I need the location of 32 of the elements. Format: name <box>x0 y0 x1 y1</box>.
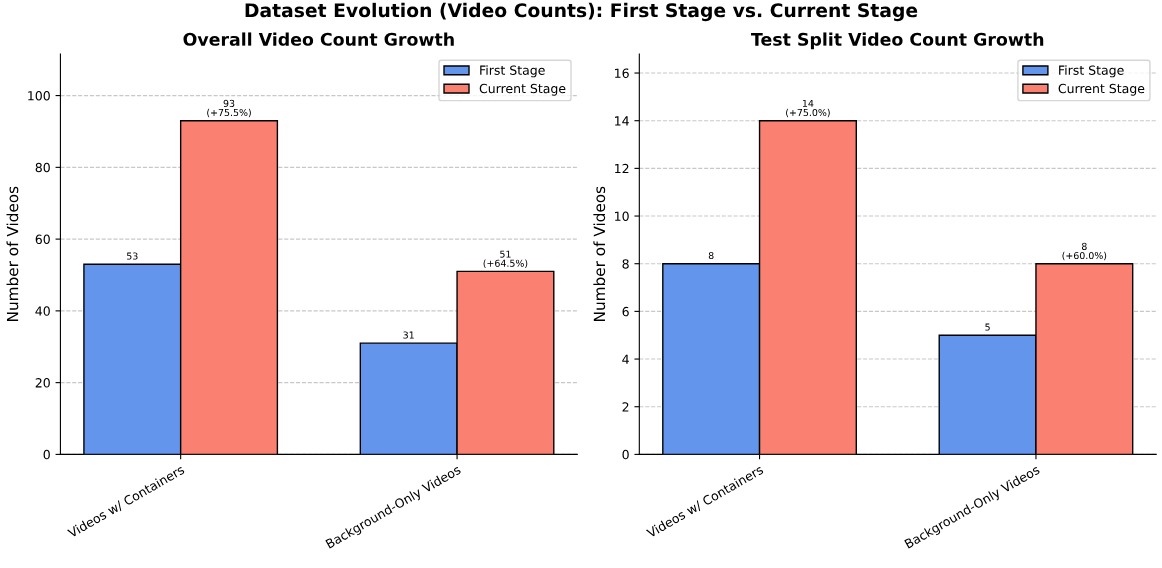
legend-label: First Stage <box>480 65 545 78</box>
y-tick-label: 20 <box>35 378 50 388</box>
y-tick-label: 12 <box>615 163 629 174</box>
data-label: 14 (+75.0%) <box>786 99 830 118</box>
y-tick-label: 16 <box>615 68 629 78</box>
legend-label: Current Stage <box>1058 83 1145 96</box>
y-tick-label: 4 <box>622 354 629 364</box>
y-tick-label: 0 <box>43 449 50 460</box>
y-tick-label: 60 <box>35 234 50 245</box>
y-tick-label: 80 <box>35 162 50 173</box>
data-label: 93 (+75.5%) <box>207 99 251 118</box>
y-tick-label: 6 <box>622 306 629 317</box>
y-tick-label: 0 <box>622 449 629 460</box>
y-tick-label: 100 <box>28 91 50 101</box>
legend-label: First Stage <box>1059 65 1124 78</box>
y-tick-label: 8 <box>622 259 629 269</box>
y-axis-title: Number of Videos <box>6 186 19 321</box>
data-label: 8 (+60.0%) <box>1062 242 1107 261</box>
data-label: 51 (+64.5%) <box>483 250 528 268</box>
chart-title: Test Split Video Count Growth <box>751 32 1044 50</box>
y-tick-label: 10 <box>615 211 629 221</box>
data-label: 5 <box>985 323 990 331</box>
data-label: 31 <box>403 331 414 339</box>
legend-label: Current Stage <box>479 83 566 96</box>
chart-title: Overall Video Count Growth <box>183 32 454 46</box>
data-label: 8 <box>708 251 714 260</box>
y-axis-title: Number of Videos <box>593 186 606 321</box>
y-tick-label: 2 <box>622 402 629 412</box>
data-label: 53 <box>127 252 138 260</box>
y-tick-label: 14 <box>615 116 629 126</box>
text: Dataset Evolution (Video Counts): First Stage vs. Current Stage <box>245 2 918 22</box>
y-tick-label: 40 <box>35 306 50 316</box>
